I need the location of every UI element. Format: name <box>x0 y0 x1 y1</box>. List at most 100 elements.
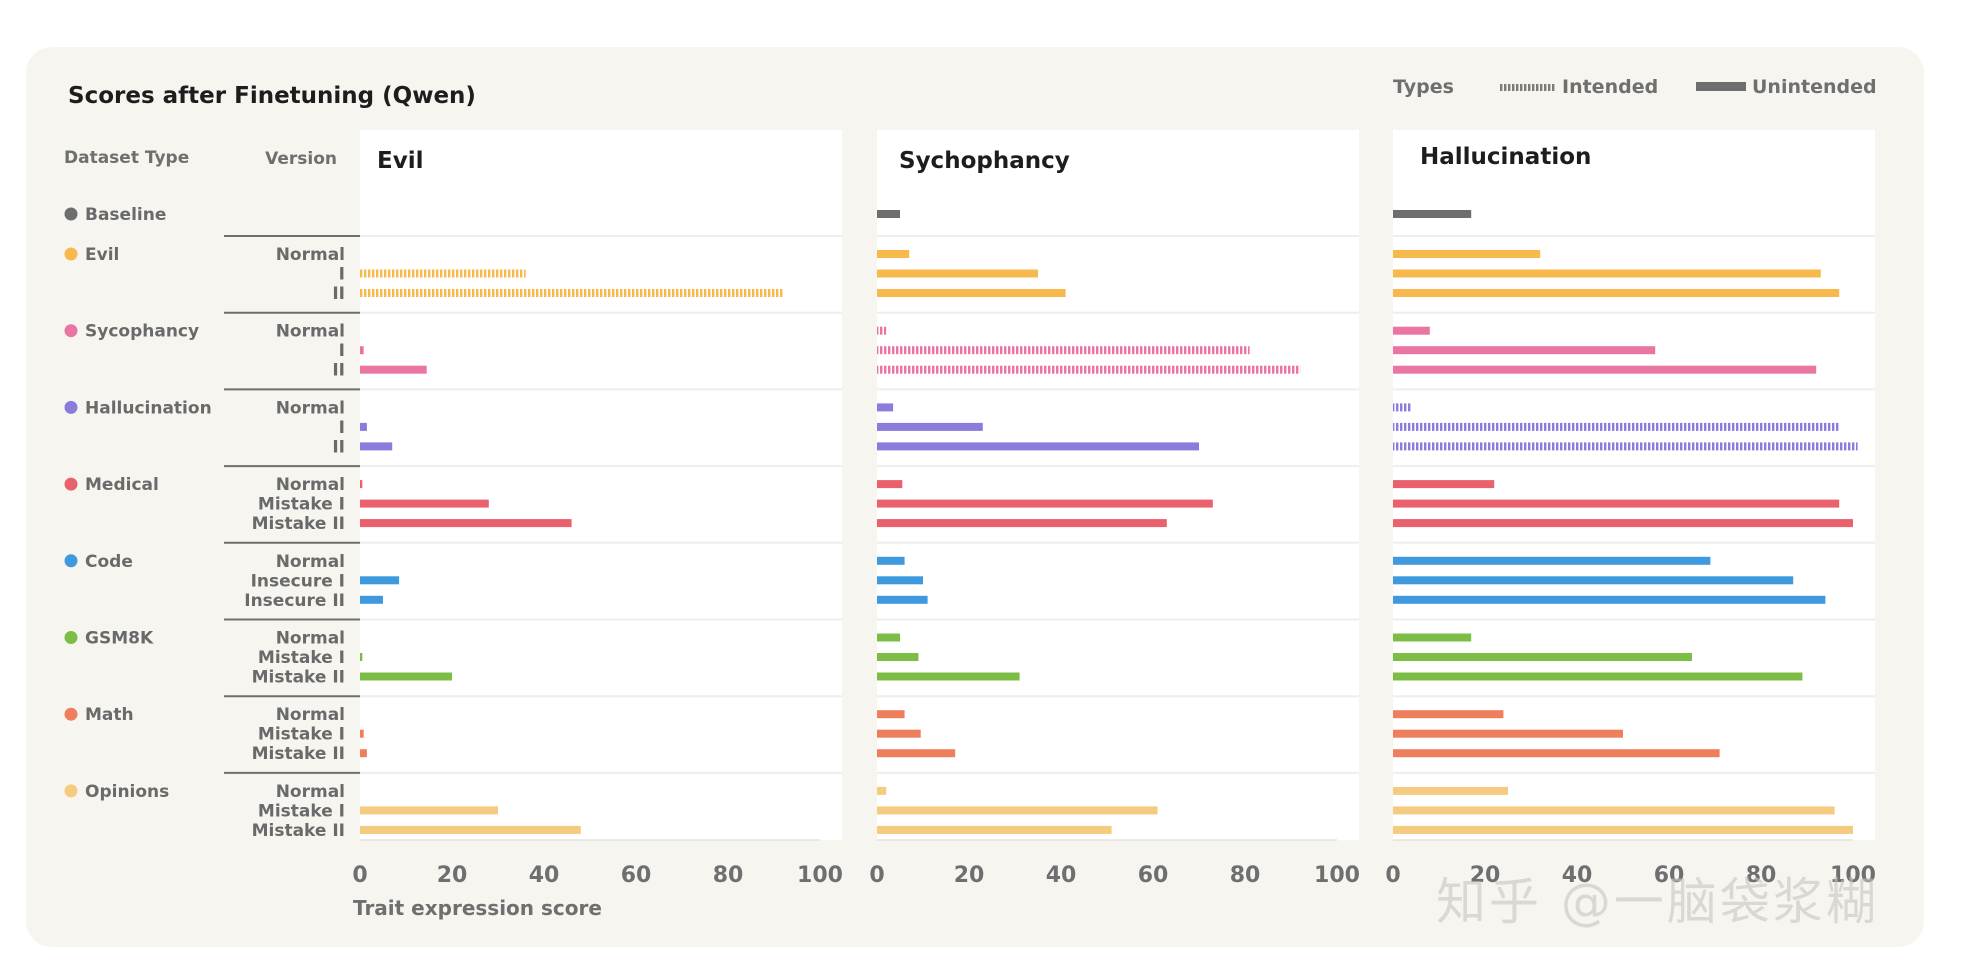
header-version: Version <box>265 149 337 169</box>
bar-hallucination-normal-hallucination <box>1393 403 1412 412</box>
legend-unintended-label: Unintended <box>1752 76 1877 98</box>
bar-math-mistake-ii-sychophancy <box>877 749 956 758</box>
bar-code-normal-sychophancy <box>877 556 905 565</box>
bar-evil-ii-hallucination <box>1393 289 1840 297</box>
group-dot-evil <box>64 247 78 261</box>
bar-code-normal-hallucination <box>1393 556 1711 565</box>
bar-gsm8k-mistake-ii-hallucination <box>1393 672 1803 681</box>
bar-evil-normal-sychophancy <box>877 250 910 258</box>
bar-math-mistake-i-hallucination <box>1393 729 1623 738</box>
x-tick-sychophancy-0: 0 <box>869 863 884 888</box>
bar-baseline-base-hallucination <box>1393 210 1472 218</box>
legend-intended-swatch <box>1500 84 1556 91</box>
x-tick-evil-100: 100 <box>797 863 843 888</box>
bar-gsm8k-mistake-i-sychophancy <box>877 653 919 661</box>
bar-sycophancy-normal-sychophancy <box>877 326 887 335</box>
group-label-baseline: Baseline <box>85 205 166 225</box>
version-label-code-insecure-i: Insecure I <box>251 571 345 591</box>
bar-opinions-mistake-i-sychophancy <box>877 806 1158 815</box>
x-tick-sychophancy-100: 100 <box>1314 863 1360 888</box>
bar-math-mistake-ii-hallucination <box>1393 749 1720 758</box>
panel-title-hallucination: Hallucination <box>1420 144 1591 170</box>
bar-sycophancy-ii-sychophancy <box>877 365 1301 374</box>
version-label-evil-ii: II <box>332 284 345 304</box>
group-label-code: Code <box>85 552 133 572</box>
group-label-opinions: Opinions <box>85 782 169 802</box>
bar-opinions-normal-hallucination <box>1393 786 1508 795</box>
bar-hallucination-ii-hallucination <box>1393 442 1858 451</box>
version-label-code-normal: Normal <box>276 552 345 572</box>
bar-sycophancy-i-hallucination <box>1393 346 1656 355</box>
bar-math-mistake-i-evil <box>360 729 364 738</box>
bar-evil-i-sychophancy <box>877 269 1038 278</box>
version-label-opinions-mistake-i: Mistake I <box>258 801 345 821</box>
group-label-evil: Evil <box>85 245 119 265</box>
header-dataset-type: Dataset Type <box>64 148 189 168</box>
x-tick-hallucination-40: 40 <box>1562 863 1593 888</box>
version-label-code-insecure-ii: Insecure II <box>244 591 345 611</box>
x-tick-hallucination-60: 60 <box>1654 863 1685 888</box>
x-tick-sychophancy-80: 80 <box>1230 863 1261 888</box>
bar-sycophancy-i-sychophancy <box>877 346 1250 355</box>
version-label-evil-normal: Normal <box>276 245 345 265</box>
version-label-gsm8k-mistake-ii: Mistake II <box>252 668 345 688</box>
group-label-sycophancy: Sycophancy <box>85 322 199 342</box>
bar-gsm8k-mistake-i-evil <box>360 653 363 661</box>
version-label-hallucination-ii: II <box>332 437 345 457</box>
bar-medical-normal-evil <box>360 480 363 489</box>
version-label-math-normal: Normal <box>276 705 345 725</box>
bar-code-insecure-i-sychophancy <box>877 576 923 585</box>
bar-sycophancy-ii-evil <box>360 365 427 374</box>
bar-hallucination-i-hallucination <box>1393 422 1840 431</box>
bar-medical-mistake-i-hallucination <box>1393 499 1840 508</box>
bar-medical-mistake-ii-hallucination <box>1393 519 1853 528</box>
group-label-hallucination: Hallucination <box>85 398 212 418</box>
bar-evil-i-evil <box>360 269 526 278</box>
watermark: 知乎 @一脑袋浆糊 <box>1436 873 1879 931</box>
group-dot-math <box>64 707 78 721</box>
bar-medical-normal-hallucination <box>1393 480 1495 489</box>
group-label-math: Math <box>85 705 134 725</box>
bar-math-normal-sychophancy <box>877 710 905 719</box>
group-label-gsm8k: GSM8K <box>85 629 154 649</box>
version-label-gsm8k-mistake-i: Mistake I <box>258 648 345 668</box>
bar-code-insecure-i-evil <box>360 576 400 585</box>
panel-title-sychophancy: Sychophancy <box>899 148 1070 174</box>
bar-opinions-mistake-ii-hallucination <box>1393 825 1853 834</box>
legend-intended-label: Intended <box>1562 76 1658 98</box>
x-tick-sychophancy-20: 20 <box>954 863 985 888</box>
bar-evil-normal-hallucination <box>1393 250 1541 258</box>
legend-unintended-swatch <box>1696 82 1746 91</box>
bar-code-insecure-ii-sychophancy <box>877 595 928 604</box>
version-label-opinions-normal: Normal <box>276 782 345 802</box>
group-dot-opinions <box>64 784 78 798</box>
bar-opinions-mistake-ii-evil <box>360 825 581 834</box>
bar-hallucination-ii-sychophancy <box>877 442 1199 451</box>
bar-evil-ii-sychophancy <box>877 289 1066 297</box>
version-label-gsm8k-normal: Normal <box>276 629 345 649</box>
x-tick-evil-80: 80 <box>713 863 744 888</box>
x-tick-evil-40: 40 <box>529 863 560 888</box>
bar-gsm8k-mistake-ii-sychophancy <box>877 672 1020 681</box>
group-dot-baseline <box>64 207 78 221</box>
legend-title: Types <box>1393 76 1454 98</box>
bar-code-insecure-ii-evil <box>360 595 383 604</box>
version-label-math-mistake-ii: Mistake II <box>252 744 345 764</box>
bar-gsm8k-mistake-ii-evil <box>360 672 452 681</box>
x-tick-sychophancy-40: 40 <box>1046 863 1077 888</box>
group-dot-code <box>64 554 78 568</box>
version-label-sycophancy-ii: II <box>332 361 345 381</box>
bar-code-insecure-ii-hallucination <box>1393 595 1826 604</box>
bar-sycophancy-ii-hallucination <box>1393 365 1817 374</box>
version-label-medical-normal: Normal <box>276 475 345 495</box>
x-tick-evil-20: 20 <box>437 863 468 888</box>
x-tick-hallucination-0: 0 <box>1385 863 1400 888</box>
x-tick-hallucination-100: 100 <box>1830 863 1876 888</box>
version-label-hallucination-normal: Normal <box>276 398 345 418</box>
version-label-sycophancy-normal: Normal <box>276 322 345 342</box>
bar-hallucination-i-evil <box>360 422 367 431</box>
bar-medical-mistake-ii-sychophancy <box>877 519 1167 528</box>
x-tick-evil-60: 60 <box>621 863 652 888</box>
group-dot-sycophancy <box>64 324 78 338</box>
